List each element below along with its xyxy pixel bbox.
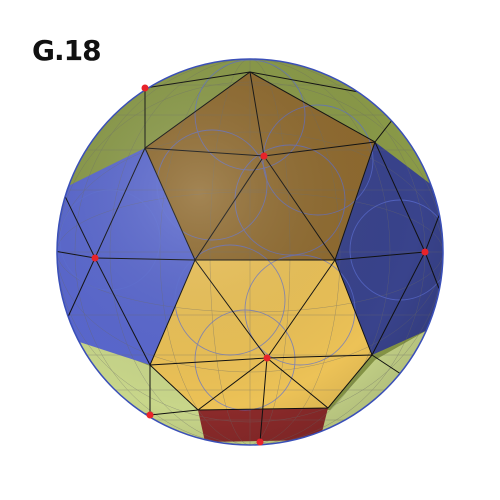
shading [57,59,443,445]
vertex-point [91,254,99,262]
vertex-point [260,152,268,160]
vertex-point [421,248,429,256]
vertex-point [256,438,264,446]
vertex-point [141,84,149,92]
vertex-point [146,411,154,419]
figure-label: G.18 [32,34,102,67]
sphere-outline [56,58,444,446]
vertex-points [91,84,429,446]
vertex-point [263,354,271,362]
